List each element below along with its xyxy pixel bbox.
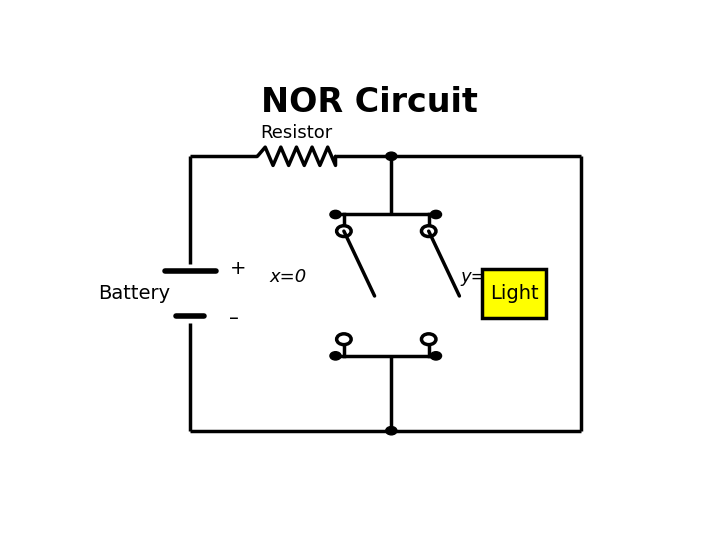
Circle shape <box>386 427 397 435</box>
Circle shape <box>330 352 341 360</box>
Text: –: – <box>230 309 239 328</box>
Text: NOR Circuit: NOR Circuit <box>261 86 477 119</box>
Text: y=0: y=0 <box>460 268 498 286</box>
Circle shape <box>431 352 441 360</box>
Text: Battery: Battery <box>99 284 171 303</box>
Text: +: + <box>230 259 246 278</box>
Circle shape <box>421 226 436 237</box>
Text: Resistor: Resistor <box>261 124 333 143</box>
Circle shape <box>386 152 397 160</box>
Circle shape <box>431 210 441 219</box>
Circle shape <box>421 334 436 345</box>
Circle shape <box>330 210 341 219</box>
Circle shape <box>337 334 351 345</box>
Circle shape <box>337 226 351 237</box>
Text: Light: Light <box>490 284 539 303</box>
FancyBboxPatch shape <box>482 268 546 319</box>
Text: x=0: x=0 <box>269 268 307 286</box>
